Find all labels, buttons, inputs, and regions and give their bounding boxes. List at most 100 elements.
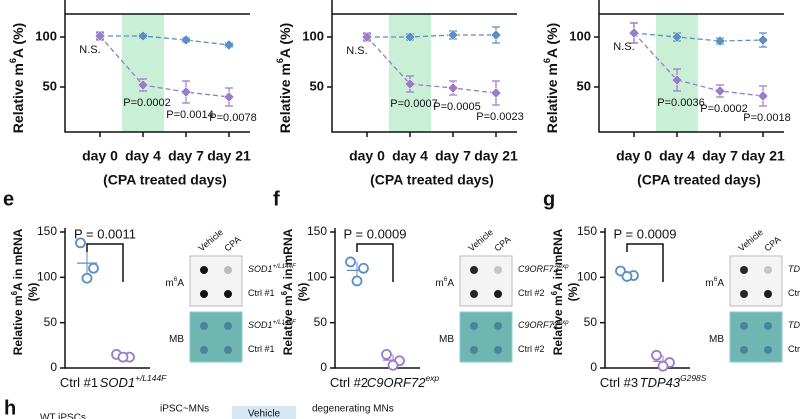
data-point bbox=[651, 349, 662, 361]
series-line bbox=[99, 35, 230, 98]
marker bbox=[714, 35, 726, 47]
panel-h-text: Vehicle bbox=[248, 409, 281, 419]
blot-mb bbox=[189, 311, 243, 363]
blot-lane-label: Ctrl #2 bbox=[518, 288, 545, 298]
blot-lane-part: SOD1 bbox=[248, 320, 273, 330]
y-tick-label: 100 bbox=[35, 28, 57, 43]
p-value: N.S. bbox=[79, 44, 100, 56]
blot-spot bbox=[224, 266, 232, 274]
panel-label: h bbox=[4, 397, 16, 419]
y-tick-label: 100 bbox=[307, 270, 327, 284]
blot-column: CPA bbox=[492, 234, 512, 253]
marker bbox=[490, 29, 502, 41]
blot-spot bbox=[200, 266, 208, 274]
data-point bbox=[358, 262, 369, 274]
blot-lane-label: Ctrl #3 bbox=[788, 288, 800, 298]
data-point bbox=[345, 256, 356, 268]
x-tick-label: day 21 bbox=[207, 148, 251, 164]
p-value: P=0.0002 bbox=[700, 103, 747, 115]
y-axis-label: Relative m6A in mRNA bbox=[550, 228, 566, 355]
data-point bbox=[351, 275, 363, 287]
panel-h-text: iPSC~MNs bbox=[160, 404, 209, 415]
blot-lane-label: TDP43G298S bbox=[788, 319, 800, 330]
blot-spot bbox=[494, 290, 502, 298]
blot-spot bbox=[764, 346, 772, 354]
y-tick-label: 50 bbox=[584, 315, 598, 329]
blot-lane-label: C9ORF72exp bbox=[518, 319, 569, 330]
data-point bbox=[88, 262, 99, 274]
y-axis-label-part: 6 bbox=[280, 290, 289, 295]
series-line bbox=[100, 35, 230, 46]
blot-lane-label: SOD1+/L144F bbox=[248, 319, 297, 330]
data-point bbox=[621, 271, 633, 282]
blot-lane-part: C9ORF72 bbox=[518, 320, 559, 330]
series-line bbox=[366, 36, 497, 94]
y-tick-label: 50 bbox=[314, 315, 328, 329]
p-value: P=0.0005 bbox=[433, 101, 480, 113]
blot-row-label: MB bbox=[709, 334, 724, 345]
axis bbox=[604, 228, 690, 369]
blot-row-label-part: m bbox=[435, 278, 443, 289]
blot-spot bbox=[764, 322, 772, 330]
blot-lane-part: TDP43 bbox=[788, 264, 800, 274]
blot-lane-part: TDP43 bbox=[788, 320, 800, 330]
blot-spot bbox=[740, 290, 748, 298]
marker bbox=[94, 30, 106, 42]
blot-row-label-part: A bbox=[717, 278, 724, 289]
blot-lane-label: Ctrl #2 bbox=[518, 344, 545, 354]
blot-lane-part: Ctrl #1 bbox=[248, 344, 275, 354]
y-tick-label: 50 bbox=[44, 315, 58, 329]
blot-lane-part: Ctrl #2 bbox=[518, 288, 545, 298]
y-axis-label: Relative m6A (%) bbox=[542, 23, 559, 133]
blot-spot bbox=[200, 346, 208, 354]
blot-row-label-part: A bbox=[447, 278, 454, 289]
blot-row-label-part: m bbox=[705, 278, 713, 289]
y-axis-label: Relative m6A in mRNA bbox=[280, 228, 296, 355]
blot-m6a bbox=[189, 255, 243, 307]
blot-row-label: MB bbox=[169, 334, 184, 345]
data-point bbox=[117, 351, 129, 363]
significance-bracket bbox=[626, 243, 664, 282]
blot-row-label: m6A bbox=[705, 276, 724, 288]
blot-row-label: m6A bbox=[165, 276, 184, 288]
blot-spot bbox=[200, 290, 208, 298]
y-tick-label: 100 bbox=[37, 270, 57, 284]
blot-spot bbox=[494, 346, 502, 354]
blot-row-label: MB bbox=[439, 334, 454, 345]
x-tick-label: TDP43G298S bbox=[640, 373, 707, 390]
x-tick-label: SOD1+/L144F bbox=[100, 373, 167, 390]
p-value: P=0.0036 bbox=[657, 97, 704, 109]
blot-row-label-part: 6 bbox=[714, 276, 718, 283]
x-tick-label-sup: G298S bbox=[680, 373, 707, 383]
y-axis-label-part: Relative m bbox=[277, 63, 293, 133]
blot-row-label-part: MB bbox=[169, 334, 184, 345]
marker bbox=[757, 90, 769, 102]
blot-spot bbox=[740, 322, 748, 330]
y-tick-label: 100 bbox=[577, 270, 597, 284]
x-tick-label: day 7 bbox=[435, 148, 471, 164]
marker bbox=[223, 39, 235, 51]
blot-lane-sup: exp bbox=[559, 263, 570, 270]
x-tick-label: day 0 bbox=[349, 148, 385, 164]
y-tick-label: 100 bbox=[569, 28, 591, 43]
marker bbox=[180, 86, 192, 98]
y-tick-label: 100 bbox=[302, 28, 324, 43]
blot-spot bbox=[494, 266, 502, 274]
marker bbox=[137, 79, 149, 91]
x-axis-label: (CPA treated days) bbox=[103, 172, 227, 188]
y-tick-label: 150 bbox=[37, 224, 57, 238]
blot-column: Vehicle bbox=[466, 227, 495, 253]
axis bbox=[334, 228, 420, 369]
axis bbox=[64, 0, 250, 133]
y-tick-label: 150 bbox=[307, 224, 327, 238]
marker bbox=[180, 34, 192, 46]
y-axis-label-part: Relative m bbox=[11, 295, 25, 355]
x-tick-label-part: C9ORF72 bbox=[367, 375, 426, 390]
x-tick-label-part: SOD1 bbox=[100, 375, 135, 390]
x-tick-label-part: Ctrl #1 bbox=[60, 375, 98, 390]
marker bbox=[361, 31, 373, 43]
y-axis-label-part: 6 bbox=[8, 58, 18, 63]
blot-row-label-part: MB bbox=[709, 334, 724, 345]
blot-lane-sup: +/L144F bbox=[273, 263, 297, 270]
x-tick-label: Ctrl #2 bbox=[330, 375, 368, 390]
